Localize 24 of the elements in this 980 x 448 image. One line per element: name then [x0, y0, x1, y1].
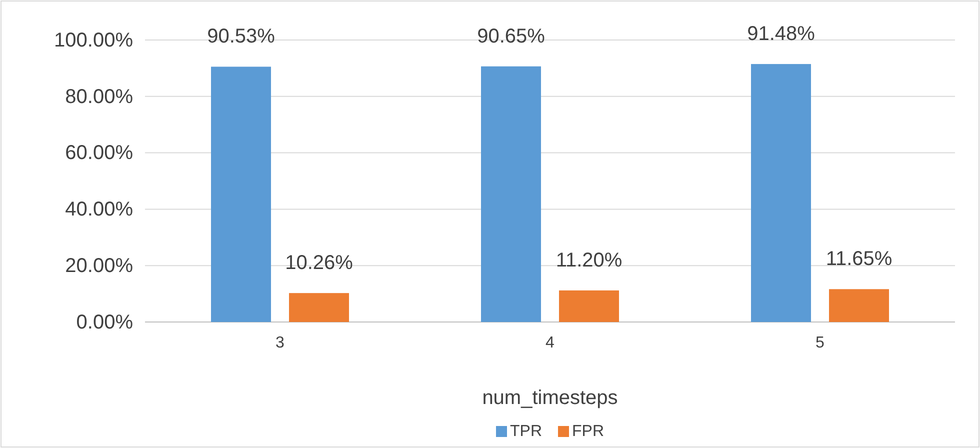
bar: [751, 64, 811, 322]
data-label: 90.65%: [477, 25, 546, 48]
bar: [211, 66, 271, 322]
y-tick-label: 100.00%: [54, 29, 134, 52]
y-tick-label: 40.00%: [65, 198, 134, 221]
bar: [559, 290, 619, 322]
data-label: 11.20%: [556, 249, 622, 272]
x-tick-label: 4: [546, 334, 555, 352]
data-label: 90.53%: [207, 26, 276, 48]
bar: [481, 66, 541, 322]
y-tick-label: 20.00%: [65, 255, 134, 277]
x-tick-label: 5: [816, 334, 825, 352]
y-tick-label: 0.00%: [76, 311, 134, 334]
bar: [289, 293, 349, 322]
y-tick-label: 80.00%: [65, 86, 134, 108]
x-tick-label: 3: [276, 334, 285, 352]
data-label: 11.65%: [826, 248, 892, 270]
x-axis-title: num_timesteps: [482, 387, 618, 409]
data-label: 91.48%: [747, 23, 816, 46]
legend-label: FPR: [572, 423, 604, 440]
legend-label: TPR: [510, 423, 542, 440]
y-tick-label: 60.00%: [65, 142, 134, 164]
data-label: 10.26%: [285, 252, 354, 274]
bar: [829, 289, 889, 322]
